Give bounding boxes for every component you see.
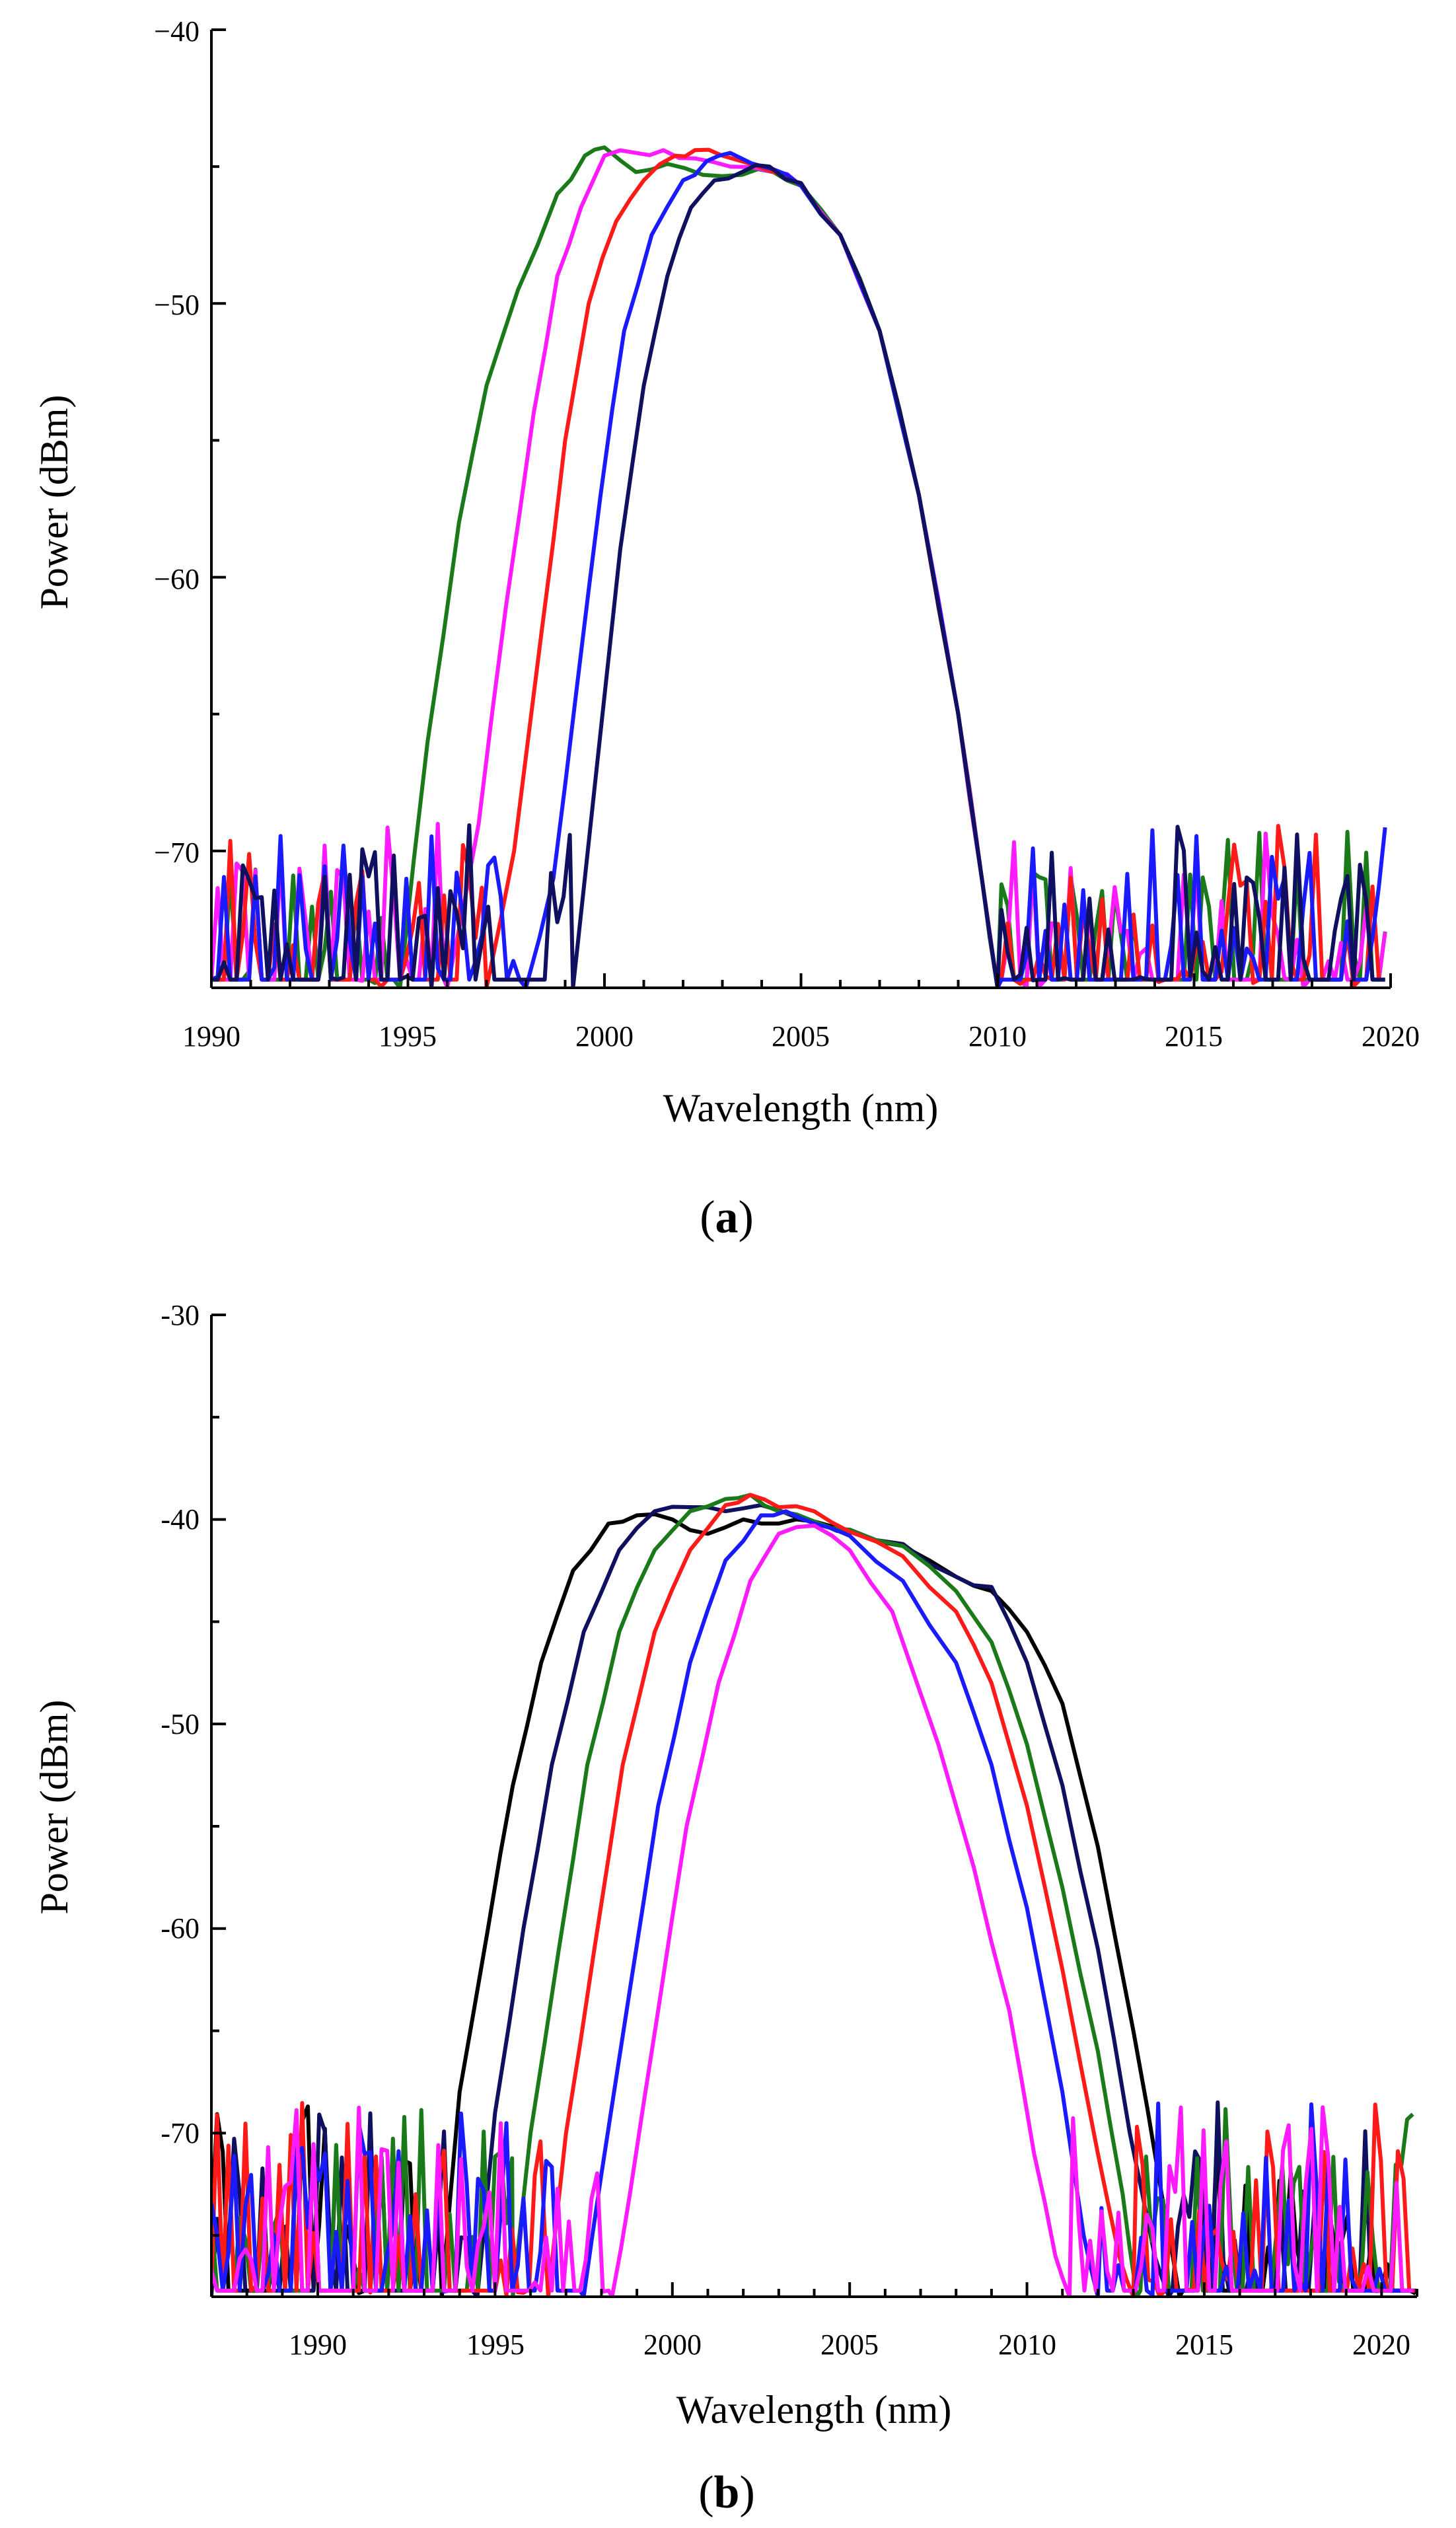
- y-tick-label-b-0: -30: [161, 1299, 200, 1331]
- series-group-a: [211, 145, 1387, 988]
- x-tick-label-a-6: 2020: [1362, 1020, 1420, 1053]
- panel-label-a: (a): [700, 1192, 754, 1243]
- series-line-b-trace-green: [211, 1493, 1414, 2297]
- series-line-a-trace-magenta: [211, 148, 1387, 988]
- series-group-b: [211, 1493, 1417, 2297]
- x-tick-label-b-6: 2020: [1352, 2328, 1410, 2361]
- x-tick-label-a-4: 2010: [968, 1020, 1027, 1053]
- x-tick-label-a-3: 2005: [772, 1020, 830, 1053]
- y-axis-label-a: Power (dBm): [32, 395, 76, 610]
- x-tick-label-b-5: 2015: [1175, 2328, 1233, 2361]
- x-tick-label-b-3: 2005: [820, 2328, 879, 2361]
- y-tick-label-b-3: -60: [161, 1912, 200, 1945]
- y-ticks-a: [211, 28, 226, 989]
- series-line-b-trace-magenta: [211, 1523, 1414, 2297]
- x-tick-label-a-1: 1995: [379, 1020, 437, 1053]
- x-tick-label-b-0: 1990: [289, 2328, 347, 2361]
- series-line-a-trace-navy: [211, 163, 1385, 988]
- x-tick-label-b-1: 1995: [466, 2328, 525, 2361]
- y-tick-label-b-4: -70: [161, 2117, 200, 2149]
- series-line-b-trace-red: [211, 1493, 1415, 2297]
- plot-area-b: [211, 1493, 1417, 2297]
- y-tick-label-a-3: −70: [154, 836, 200, 869]
- x-axis-label-b: Wavelength (nm): [676, 2388, 952, 2432]
- x-tick-label-a-5: 2015: [1165, 1020, 1223, 1053]
- y-tick-label-b-1: -40: [161, 1503, 200, 1536]
- x-tick-label-b-4: 2010: [998, 2328, 1056, 2361]
- panel-label-b: (b): [698, 2467, 755, 2518]
- x-tick-label-a-0: 1990: [182, 1020, 240, 1053]
- plot-area-a: [211, 145, 1387, 988]
- x-ticks-a: [210, 973, 1392, 988]
- y-axis-label-b: Power (dBm): [32, 1700, 76, 1915]
- y-tick-label-a-1: −50: [154, 289, 200, 321]
- x-axis-label-a: Wavelength (nm): [663, 1086, 939, 1130]
- y-ticks-b: [211, 1314, 226, 2237]
- chart-panel-b: -30 -40 -50 -60 -70 1990 1995 2000 2005 …: [32, 1299, 1418, 2518]
- x-ticks-b: [210, 2282, 1418, 2297]
- y-tick-label-a-2: −60: [154, 563, 200, 595]
- chart-panel-a: −40 −50 −60 −70 1990 1995 2000 2005 2010…: [32, 15, 1420, 1243]
- y-tick-label-a-0: −40: [154, 15, 200, 48]
- y-tick-label-b-2: -50: [161, 1708, 200, 1740]
- x-tick-label-b-2: 2000: [643, 2328, 702, 2361]
- x-tick-label-a-2: 2000: [575, 1020, 634, 1053]
